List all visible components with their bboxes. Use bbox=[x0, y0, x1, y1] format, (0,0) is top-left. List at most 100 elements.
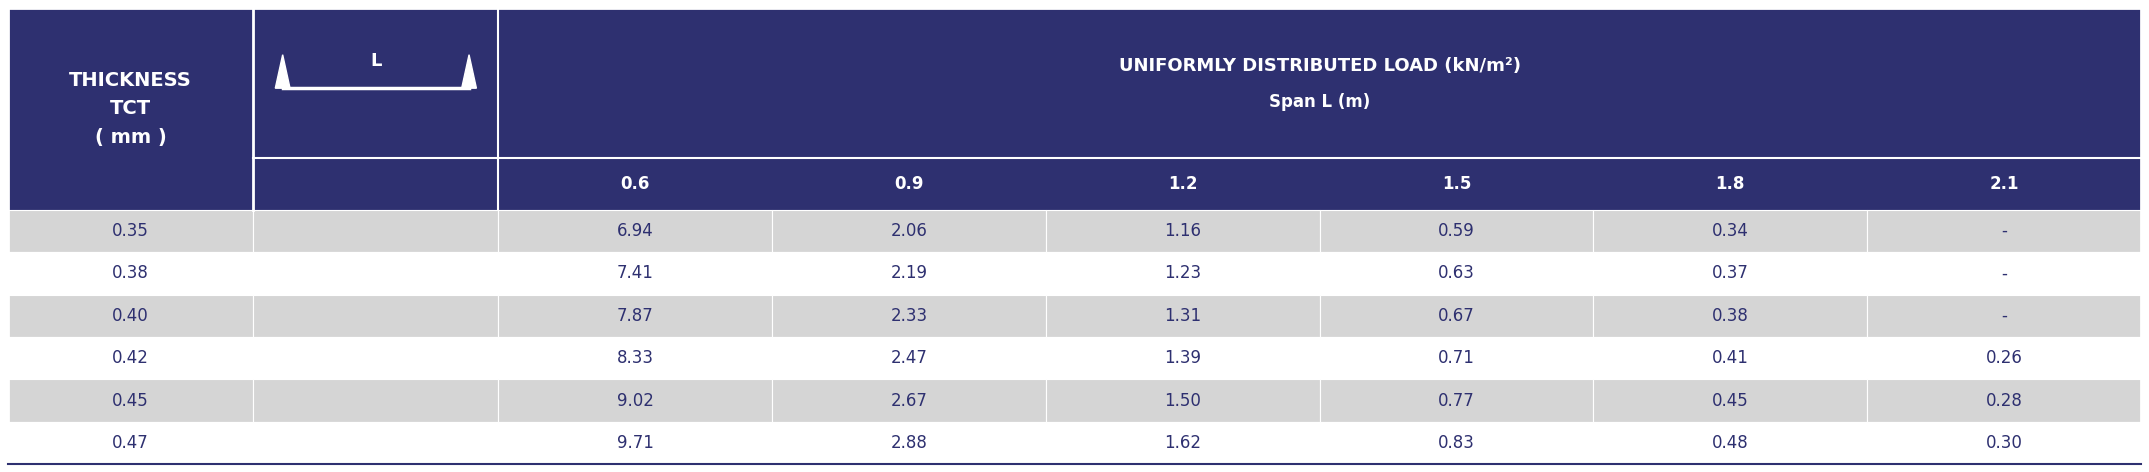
Bar bbox=[1319, 253, 1595, 295]
Bar bbox=[1867, 210, 2140, 253]
Text: 1.39: 1.39 bbox=[1165, 349, 1201, 367]
Bar bbox=[254, 210, 499, 253]
Text: 0.28: 0.28 bbox=[1986, 391, 2022, 410]
Bar bbox=[499, 295, 771, 337]
Bar bbox=[1595, 421, 1867, 464]
Bar bbox=[1867, 295, 2140, 337]
Bar bbox=[9, 8, 254, 210]
Bar bbox=[9, 295, 254, 337]
Bar bbox=[1047, 158, 1319, 210]
Bar bbox=[1595, 210, 1867, 253]
Polygon shape bbox=[275, 55, 290, 88]
Text: -: - bbox=[2001, 307, 2007, 325]
Bar bbox=[1319, 295, 1595, 337]
Bar bbox=[1867, 421, 2140, 464]
Text: Span L (m): Span L (m) bbox=[1270, 93, 1371, 111]
Bar bbox=[1595, 253, 1867, 295]
Bar bbox=[9, 253, 254, 295]
Bar bbox=[254, 379, 499, 421]
Text: 9.02: 9.02 bbox=[617, 391, 653, 410]
Text: 9.71: 9.71 bbox=[617, 434, 653, 452]
Text: 1.16: 1.16 bbox=[1165, 222, 1201, 240]
Bar bbox=[9, 421, 254, 464]
Text: -: - bbox=[2001, 264, 2007, 283]
Bar bbox=[1595, 158, 1867, 210]
Text: 1.2: 1.2 bbox=[1169, 175, 1197, 193]
Text: 0.71: 0.71 bbox=[1438, 349, 1474, 367]
Bar bbox=[1867, 253, 2140, 295]
Bar bbox=[254, 421, 499, 464]
Text: 2.47: 2.47 bbox=[890, 349, 928, 367]
Text: 2.88: 2.88 bbox=[890, 434, 928, 452]
Bar bbox=[499, 421, 771, 464]
Bar bbox=[254, 337, 499, 379]
Text: 0.38: 0.38 bbox=[1713, 307, 1749, 325]
Bar bbox=[254, 8, 499, 158]
Text: UNIFORMLY DISTRIBUTED LOAD (kN/m²): UNIFORMLY DISTRIBUTED LOAD (kN/m²) bbox=[1120, 58, 1521, 76]
Text: 8.33: 8.33 bbox=[617, 349, 653, 367]
Text: THICKNESS
TCT
( mm ): THICKNESS TCT ( mm ) bbox=[69, 71, 191, 146]
Text: 7.41: 7.41 bbox=[617, 264, 653, 283]
Text: 0.35: 0.35 bbox=[112, 222, 148, 240]
Bar bbox=[254, 158, 499, 210]
Bar bbox=[1319, 337, 1595, 379]
Bar bbox=[1319, 210, 1595, 253]
Bar bbox=[9, 337, 254, 379]
Text: 0.45: 0.45 bbox=[112, 391, 148, 410]
Text: 0.67: 0.67 bbox=[1438, 307, 1474, 325]
Bar bbox=[1047, 210, 1319, 253]
Bar bbox=[254, 295, 499, 337]
Bar bbox=[1047, 295, 1319, 337]
Text: 1.23: 1.23 bbox=[1165, 264, 1201, 283]
Bar bbox=[771, 210, 1047, 253]
Bar bbox=[499, 337, 771, 379]
Bar bbox=[499, 379, 771, 421]
Text: 7.87: 7.87 bbox=[617, 307, 653, 325]
Text: L: L bbox=[370, 52, 383, 70]
Bar bbox=[771, 379, 1047, 421]
Text: 2.19: 2.19 bbox=[890, 264, 928, 283]
Text: 0.30: 0.30 bbox=[1986, 434, 2022, 452]
Text: 0.9: 0.9 bbox=[894, 175, 924, 193]
Text: 0.34: 0.34 bbox=[1713, 222, 1749, 240]
Bar bbox=[1319, 158, 1595, 210]
Text: 2.67: 2.67 bbox=[890, 391, 928, 410]
Bar bbox=[771, 337, 1047, 379]
Text: 1.8: 1.8 bbox=[1715, 175, 1745, 193]
Bar bbox=[9, 210, 254, 253]
Bar bbox=[1867, 337, 2140, 379]
Text: 1.31: 1.31 bbox=[1165, 307, 1201, 325]
Bar bbox=[1047, 253, 1319, 295]
Bar bbox=[1867, 158, 2140, 210]
Text: 2.06: 2.06 bbox=[890, 222, 928, 240]
Text: 0.63: 0.63 bbox=[1438, 264, 1474, 283]
Text: 0.47: 0.47 bbox=[112, 434, 148, 452]
Bar bbox=[1595, 379, 1867, 421]
Text: 2.33: 2.33 bbox=[890, 307, 928, 325]
Text: 0.42: 0.42 bbox=[112, 349, 148, 367]
Bar bbox=[499, 210, 771, 253]
Bar bbox=[1047, 379, 1319, 421]
Polygon shape bbox=[462, 55, 477, 88]
Bar bbox=[771, 421, 1047, 464]
Bar bbox=[9, 379, 254, 421]
Text: 0.26: 0.26 bbox=[1986, 349, 2022, 367]
Text: 0.77: 0.77 bbox=[1438, 391, 1474, 410]
Bar bbox=[1319, 379, 1595, 421]
Bar bbox=[771, 295, 1047, 337]
Text: 1.50: 1.50 bbox=[1165, 391, 1201, 410]
Bar bbox=[499, 253, 771, 295]
Text: 0.38: 0.38 bbox=[112, 264, 148, 283]
Text: 0.40: 0.40 bbox=[112, 307, 148, 325]
Text: 0.37: 0.37 bbox=[1713, 264, 1749, 283]
Text: 6.94: 6.94 bbox=[617, 222, 653, 240]
Bar bbox=[499, 8, 2140, 158]
Text: -: - bbox=[2001, 222, 2007, 240]
Bar bbox=[1867, 379, 2140, 421]
Text: 0.59: 0.59 bbox=[1438, 222, 1474, 240]
Bar bbox=[1595, 295, 1867, 337]
Text: 0.41: 0.41 bbox=[1713, 349, 1749, 367]
Text: 1.62: 1.62 bbox=[1165, 434, 1201, 452]
Bar bbox=[254, 253, 499, 295]
Bar bbox=[771, 253, 1047, 295]
